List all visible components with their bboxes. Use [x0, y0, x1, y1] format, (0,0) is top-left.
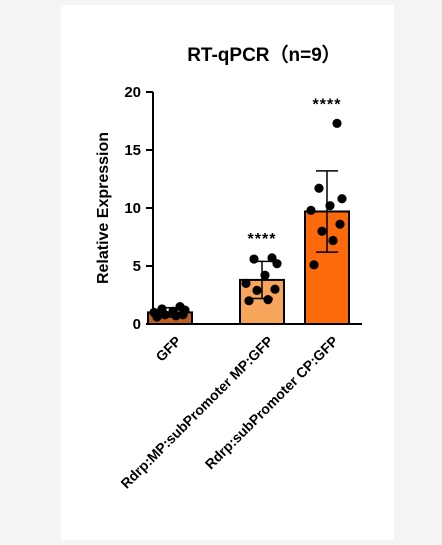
y-tick-label: 5: [133, 258, 141, 275]
data-point: [306, 205, 316, 215]
data-point: [263, 295, 273, 305]
significance-label: ****: [313, 96, 342, 113]
y-tick-label: 15: [124, 142, 141, 159]
data-point: [332, 118, 342, 128]
data-point: [157, 304, 167, 314]
y-tick-label: 20: [124, 84, 141, 101]
data-point: [149, 307, 159, 317]
data-point: [267, 253, 277, 263]
data-point: [314, 183, 324, 193]
data-point: [328, 235, 338, 246]
data-point: [309, 260, 319, 270]
data-point: [335, 219, 345, 229]
significance-group: **** ****: [248, 96, 342, 248]
data-point: [168, 306, 178, 316]
category-label: GFP: [152, 333, 184, 365]
points-group: [149, 118, 347, 322]
data-point: [337, 194, 347, 204]
data-point: [249, 254, 259, 264]
y-axis-label: Relative Expression: [95, 132, 112, 284]
data-point: [317, 226, 327, 236]
data-point: [252, 285, 262, 295]
data-point: [244, 296, 254, 306]
y-tick-label: 0: [133, 316, 141, 333]
significance-label: ****: [248, 231, 277, 248]
data-point: [260, 270, 270, 280]
y-ticks: 0 5 10 15 20: [124, 84, 153, 333]
chart-title: RT-qPCR（n=9）: [187, 43, 341, 66]
category-label: Rdrp:subPromoter CP:GFP: [202, 333, 341, 472]
y-tick-label: 10: [124, 200, 141, 217]
data-point: [175, 302, 185, 312]
data-point: [325, 201, 335, 211]
data-point: [270, 284, 280, 294]
data-point: [241, 278, 251, 288]
